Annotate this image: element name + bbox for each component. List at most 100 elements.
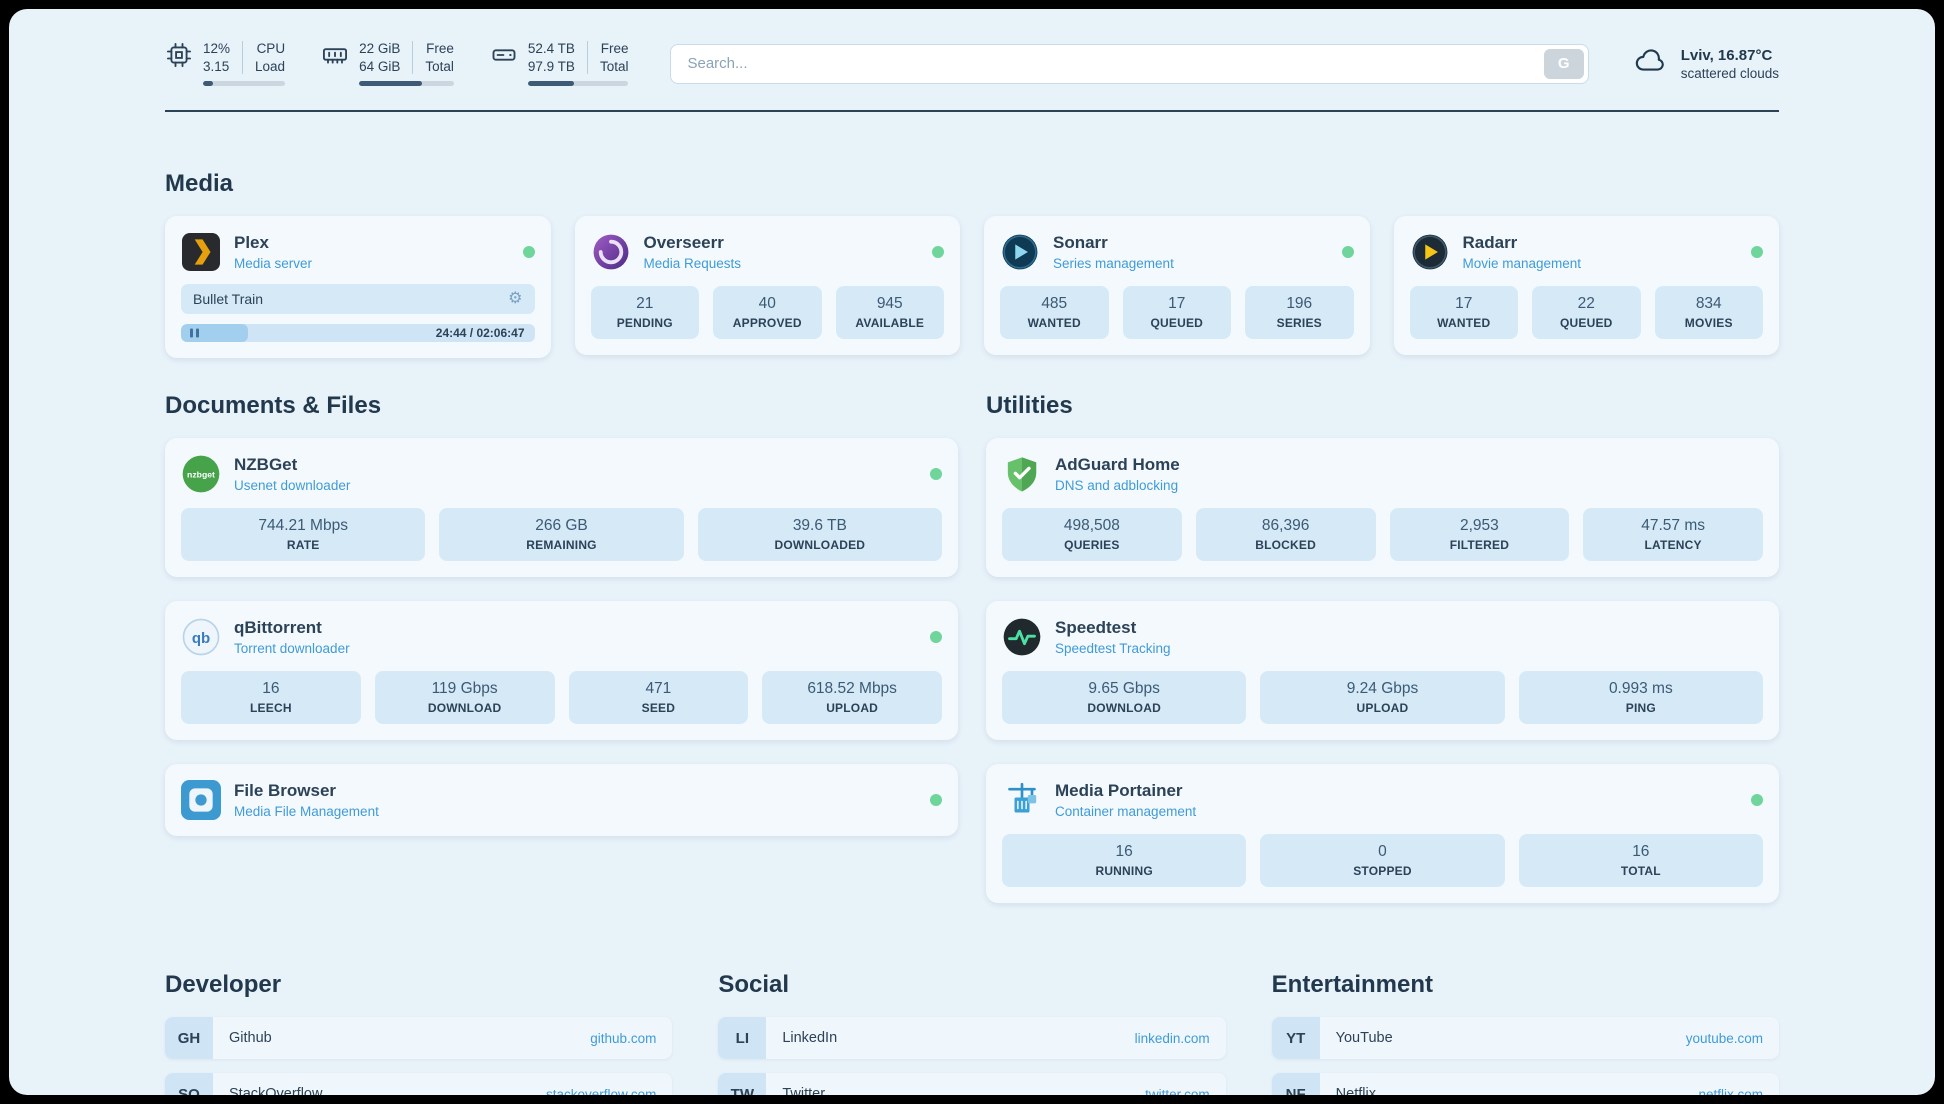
stat-total: 16 TOTAL xyxy=(1518,834,1763,887)
bookmark-name: Twitter xyxy=(782,1086,826,1095)
bookmark-abbr: LI xyxy=(718,1017,767,1059)
status-dot xyxy=(1751,794,1763,806)
bookmark-abbr: GH xyxy=(165,1017,213,1059)
app-card-plex[interactable]: Plex Media server Bullet Train ⚙ 24:44 /… xyxy=(165,216,551,358)
bookmark-linkedin[interactable]: LI LinkedIn linkedin.com xyxy=(718,1017,1226,1059)
bookmark-url: twitter.com xyxy=(1145,1086,1210,1096)
app-subtitle: Media Requests xyxy=(643,256,742,271)
section-developer: Developer GH Github github.com SO StackO… xyxy=(165,971,673,1096)
bookmark-url: stackoverflow.com xyxy=(546,1086,657,1096)
app-subtitle: Usenet downloader xyxy=(234,478,351,493)
bookmark-youtube[interactable]: YT YouTube youtube.com xyxy=(1271,1017,1779,1059)
stat-stopped: 0 STOPPED xyxy=(1260,834,1505,887)
disk-total-value: 97.9 TB xyxy=(527,59,575,74)
status-dot xyxy=(930,468,942,480)
bookmark-name: LinkedIn xyxy=(782,1030,838,1046)
disk-free-label: Free xyxy=(600,41,629,56)
playback-progress-bar[interactable]: 24:44 / 02:06:47 xyxy=(181,324,535,342)
cloud-icon xyxy=(1631,44,1669,83)
disk-icon xyxy=(490,41,518,69)
app-name: Media Portainer xyxy=(1055,781,1183,800)
app-name: Overseerr xyxy=(643,233,724,252)
app-name: Radarr xyxy=(1462,233,1518,252)
app-subtitle: Media File Management xyxy=(234,804,379,819)
search-input[interactable] xyxy=(671,55,1544,72)
bookmark-abbr: NF xyxy=(1271,1073,1320,1095)
entertainment-section-title: Entertainment xyxy=(1271,971,1434,998)
bookmark-url: linkedin.com xyxy=(1134,1030,1210,1046)
status-dot xyxy=(930,631,942,643)
disk-progress-bar xyxy=(527,81,629,86)
app-name: Sonarr xyxy=(1053,233,1108,252)
filebrowser-icon xyxy=(181,780,221,820)
app-subtitle: Speedtest Tracking xyxy=(1055,641,1171,656)
status-dot xyxy=(1341,246,1354,258)
section-social: Social LI LinkedIn linkedin.com TW Twitt… xyxy=(718,971,1226,1096)
stat-seed: 471 SEED xyxy=(568,671,749,724)
stat-running: 16 RUNNING xyxy=(1002,834,1247,887)
stat-latency: 47.57 ms LATENCY xyxy=(1583,508,1763,561)
documents-section-title: Documents & Files xyxy=(165,392,382,419)
stat-movies: 834 MOVIES xyxy=(1654,286,1763,339)
gear-icon[interactable]: ⚙ xyxy=(508,290,523,307)
social-section-title: Social xyxy=(718,971,790,998)
pause-icon[interactable] xyxy=(190,328,199,338)
app-subtitle: Media server xyxy=(234,256,313,271)
app-card-filebrowser[interactable]: File Browser Media File Management xyxy=(165,764,958,836)
app-card-qbittorrent[interactable]: qb qBittorrent Torrent downloader xyxy=(165,601,958,740)
ram-progress-bar xyxy=(359,81,454,86)
stat-filtered: 2,953 FILTERED xyxy=(1389,508,1570,561)
stat-leech: 16 LEECH xyxy=(181,671,361,724)
status-dot xyxy=(930,794,942,806)
stat-queries: 498,508 QUERIES xyxy=(1002,508,1182,561)
cpu-usage-value: 12% xyxy=(203,41,231,56)
cpu-usage-label: CPU xyxy=(256,41,286,56)
ram-free-value: 22 GiB xyxy=(359,41,401,56)
now-playing-title: Bullet Train xyxy=(193,291,264,307)
portainer-icon xyxy=(1002,780,1042,820)
status-dot xyxy=(522,246,535,258)
app-subtitle: DNS and adblocking xyxy=(1055,478,1179,493)
app-card-portainer[interactable]: Media Portainer Container management 16 R… xyxy=(986,764,1779,903)
app-name: File Browser xyxy=(234,781,337,800)
status-dot xyxy=(1751,246,1763,258)
ram-total-value: 64 GiB xyxy=(359,59,401,74)
stat-upload: 618.52 Mbps UPLOAD xyxy=(762,671,942,724)
bookmark-stackoverflow[interactable]: SO StackOverflow stackoverflow.com xyxy=(165,1073,673,1096)
stat-rate: 744.21 Mbps RATE xyxy=(181,508,426,561)
app-subtitle: Movie management xyxy=(1462,256,1582,271)
stat-downloaded: 39.6 TB DOWNLOADED xyxy=(697,508,942,561)
google-search-button[interactable]: G xyxy=(1543,48,1584,79)
app-card-radarr[interactable]: Radarr Movie management 17 WANTED 22 QUEUE… xyxy=(1393,216,1779,355)
stat-remaining: 266 GB REMAINING xyxy=(439,508,684,561)
cpu-progress-bar xyxy=(203,81,286,86)
cpu-load-value: 3.15 xyxy=(203,59,230,74)
bookmark-twitter[interactable]: TW Twitter twitter.com xyxy=(718,1073,1226,1096)
search-bar: G xyxy=(670,43,1589,84)
app-card-adguard[interactable]: AdGuard Home DNS and adblocking 498,508 Q… xyxy=(986,438,1779,577)
ram-total-label: Total xyxy=(425,59,454,74)
stat-blocked: 86,396 BLOCKED xyxy=(1195,508,1376,561)
bookmark-name: StackOverflow xyxy=(229,1086,323,1095)
stat-series: 196 SERIES xyxy=(1245,286,1354,339)
stat-download: 9.65 Gbps DOWNLOAD xyxy=(1002,671,1247,724)
stat-approved: 40 APPROVED xyxy=(713,286,822,339)
stat-wanted: 485 WANTED xyxy=(1000,286,1109,339)
app-card-sonarr[interactable]: Sonarr Series management 485 WANTED 17 QUE… xyxy=(984,216,1370,355)
section-documents: Documents & Files nzbget xyxy=(165,392,958,836)
disk-total-label: Total xyxy=(599,59,629,74)
bookmark-github[interactable]: GH Github github.com xyxy=(165,1017,673,1059)
app-card-speedtest[interactable]: Speedtest Speedtest Tracking 9.65 Gbps DO… xyxy=(986,601,1779,740)
app-subtitle: Torrent downloader xyxy=(234,641,350,656)
bookmark-name: Github xyxy=(229,1030,272,1046)
ram-free-label: Free xyxy=(426,41,454,56)
bookmark-netflix[interactable]: NF Netflix netflix.com xyxy=(1271,1073,1779,1095)
status-dot xyxy=(932,246,944,258)
qbittorrent-icon: qb xyxy=(181,617,221,657)
app-card-overseerr[interactable]: Overseerr Media Requests 21 PENDING 40 APP… xyxy=(574,216,960,355)
stat-queued: 17 QUEUED xyxy=(1122,286,1231,339)
now-playing-row: Bullet Train ⚙ xyxy=(181,284,535,314)
app-card-nzbget[interactable]: nzbget NZBGet Usenet downloader 74 xyxy=(165,438,958,577)
plex-icon xyxy=(181,232,221,272)
app-name: NZBGet xyxy=(234,455,298,474)
